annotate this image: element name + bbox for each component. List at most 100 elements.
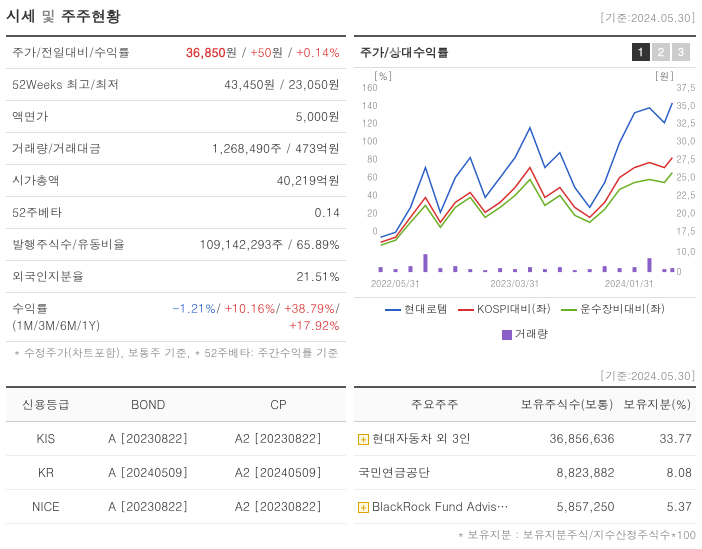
info-label: 시가총액 xyxy=(6,165,146,197)
title-suffix: 주주현황 xyxy=(61,6,121,27)
info-value: 36,850원 / +50원 / +0.14% xyxy=(146,36,346,69)
table-row: NICEA [20230822]A2 [20230822] xyxy=(6,490,346,524)
legend-item: 운수장비대비(좌) xyxy=(561,302,665,317)
info-label: 수익률 (1M/3M/6M/1Y) xyxy=(6,293,146,342)
svg-text:17,500: 17,500 xyxy=(676,224,696,237)
svg-text:120: 120 xyxy=(362,117,378,130)
share-header-pct: 보유지분(%) xyxy=(619,387,696,422)
chart-legend: 현대로템 KOSPI대비(좌) 운수장비대비(좌) 거래량 xyxy=(354,298,696,346)
credit-rating-table: 신용등급 BOND CP KISA [20230822]A2 [20230822… xyxy=(6,386,346,524)
chart-header: 주가/상대수익률 1 2 3 xyxy=(354,35,696,68)
info-label: 거래량/거래대금 xyxy=(6,133,146,165)
table-row: KISA [20230822]A2 [20230822] xyxy=(6,422,346,456)
info-label: 52주베타 xyxy=(6,197,146,229)
shareholder-shares: 36,856,636 xyxy=(516,422,619,456)
legend-swatch xyxy=(458,309,474,311)
svg-text:10,000,000: 10,000,000 xyxy=(676,245,696,258)
info-footnote: * 수정주가(차트포함), 보통주 기준, * 52주베타: 주간수익률 기준 xyxy=(6,346,346,361)
credit-header-bond: BOND xyxy=(86,387,211,422)
svg-text:27,500: 27,500 xyxy=(676,153,696,166)
legend-label: 거래량 xyxy=(515,327,548,342)
svg-text:80: 80 xyxy=(367,153,377,166)
svg-text:20: 20 xyxy=(367,206,377,219)
shareholder-shares: 5,857,250 xyxy=(516,490,619,524)
shareholder-date: [기준:2024.05.30] xyxy=(354,369,696,384)
table-row: KRA [20240509]A2 [20240509] xyxy=(6,456,346,490)
credit-cell: KIS xyxy=(6,422,86,456)
stock-info-table: 주가/전일대비/수익률36,850원 / +50원 / +0.14%52Week… xyxy=(6,35,346,342)
svg-text:30,000: 30,000 xyxy=(676,135,696,148)
share-header-name: 주요주주 xyxy=(354,387,516,422)
svg-text:32,500: 32,500 xyxy=(676,117,696,130)
legend-swatch xyxy=(385,309,401,311)
svg-text:2022/05/31: 2022/05/31 xyxy=(371,277,420,290)
credit-cell: A2 [20230822] xyxy=(211,422,346,456)
svg-text:35,000: 35,000 xyxy=(676,99,696,112)
legend-item: KOSPI대비(좌) xyxy=(458,302,551,317)
info-value: 21.51% xyxy=(146,261,346,293)
credit-cell: A [20230822] xyxy=(86,422,211,456)
credit-cell: A [20230822] xyxy=(86,490,211,524)
page-header: 시세 및 주주현황 [기준:2024.05.30] xyxy=(6,6,696,27)
chart-tab-1[interactable]: 1 xyxy=(632,43,650,61)
svg-text:2023/03/31: 2023/03/31 xyxy=(490,277,539,290)
table-row: +현대자동차 외 3인36,856,63633.77 xyxy=(354,422,696,456)
svg-text:25,000: 25,000 xyxy=(676,171,696,184)
svg-text:140: 140 xyxy=(362,99,378,112)
shareholder-table: 주요주주 보유주식수(보통) 보유지분(%) +현대자동차 외 3인36,856… xyxy=(354,386,696,524)
shareholder-name: 국민연금공단 xyxy=(354,456,516,490)
info-label: 외국인지분율 xyxy=(6,261,146,293)
info-value: 40,219억원 xyxy=(146,165,346,197)
chart-tabs: 1 2 3 xyxy=(632,43,690,61)
chart-tab-3[interactable]: 3 xyxy=(672,43,690,61)
legend-swatch xyxy=(502,330,512,340)
chart-svg: [%][원]16014012010080604020037,50035,0003… xyxy=(354,68,696,297)
credit-cell: A2 [20240509] xyxy=(211,456,346,490)
legend-swatch xyxy=(561,309,577,311)
svg-text:22,500: 22,500 xyxy=(676,188,696,201)
share-footnote: * 보유지분 : 보유지분주식/지수산정주식수*100 xyxy=(354,528,696,543)
shareholder-pct: 33.77 xyxy=(619,422,696,456)
svg-text:0: 0 xyxy=(676,265,681,278)
shareholder-name: +현대자동차 외 3인 xyxy=(354,422,516,456)
title-mid: 및 xyxy=(36,6,61,27)
info-value: 43,450원 / 23,050원 xyxy=(146,69,346,101)
credit-cell: A [20240509] xyxy=(86,456,211,490)
credit-cell: KR xyxy=(6,456,86,490)
svg-text:0: 0 xyxy=(372,224,377,237)
credit-cell: A2 [20230822] xyxy=(211,490,346,524)
credit-spacer xyxy=(6,369,346,384)
chart-area: [%][원]16014012010080604020037,50035,0003… xyxy=(354,68,696,298)
info-value: -1.21%/ +10.16%/ +38.79%/ +17.92% xyxy=(146,293,346,342)
info-value: 0.14 xyxy=(146,197,346,229)
info-label: 발행주식수/유동비율 xyxy=(6,229,146,261)
chart-title: 주가/상대수익률 xyxy=(360,44,449,61)
svg-text:100: 100 xyxy=(362,135,378,148)
svg-text:37,500: 37,500 xyxy=(676,81,696,94)
shareholder-pct: 8.08 xyxy=(619,456,696,490)
info-value: 5,000원 xyxy=(146,101,346,133)
table-row: +BlackRock Fund Advis…5,857,2505.37 xyxy=(354,490,696,524)
svg-text:2024/01/31: 2024/01/31 xyxy=(605,277,654,290)
title-prefix: 시세 xyxy=(6,6,36,27)
chart-tab-2[interactable]: 2 xyxy=(652,43,670,61)
info-value: 1,268,490주 / 473억원 xyxy=(146,133,346,165)
reference-date: [기준:2024.05.30] xyxy=(600,11,696,26)
legend-label: KOSPI대비(좌) xyxy=(477,302,551,317)
expand-icon[interactable]: + xyxy=(358,434,369,445)
svg-text:40: 40 xyxy=(367,188,377,201)
shareholder-name: +BlackRock Fund Advis… xyxy=(354,490,516,524)
svg-text:[원]: [원] xyxy=(654,69,674,83)
share-header-shares: 보유주식수(보통) xyxy=(516,387,619,422)
legend-label: 현대로템 xyxy=(404,302,448,317)
shareholder-shares: 8,823,882 xyxy=(516,456,619,490)
svg-text:20,000: 20,000 xyxy=(676,206,696,219)
svg-text:60: 60 xyxy=(367,171,377,184)
info-value: 109,142,293주 / 65.89% xyxy=(146,229,346,261)
credit-cell: NICE xyxy=(6,490,86,524)
info-label: 52Weeks 최고/최저 xyxy=(6,69,146,101)
credit-header-cp: CP xyxy=(211,387,346,422)
expand-icon[interactable]: + xyxy=(358,502,369,513)
legend-item: 거래량 xyxy=(502,327,548,342)
credit-header-name: 신용등급 xyxy=(6,387,86,422)
